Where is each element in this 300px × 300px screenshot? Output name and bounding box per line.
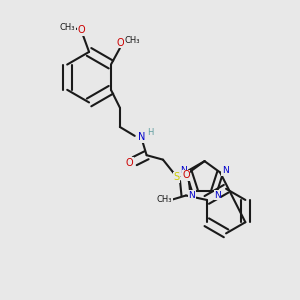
Text: N: N [188,190,195,200]
Text: O: O [182,170,190,180]
Text: O: O [78,25,86,35]
Text: CH₃: CH₃ [124,36,140,45]
Text: N: N [138,132,145,142]
Text: S: S [173,172,179,182]
Text: O: O [116,38,124,48]
Text: N: N [222,166,229,175]
Text: N: N [214,190,221,200]
Text: O: O [126,158,133,168]
Text: CH₃: CH₃ [60,23,75,32]
Text: N: N [181,166,187,175]
Text: H: H [147,128,154,137]
Text: CH₃: CH₃ [157,195,172,204]
